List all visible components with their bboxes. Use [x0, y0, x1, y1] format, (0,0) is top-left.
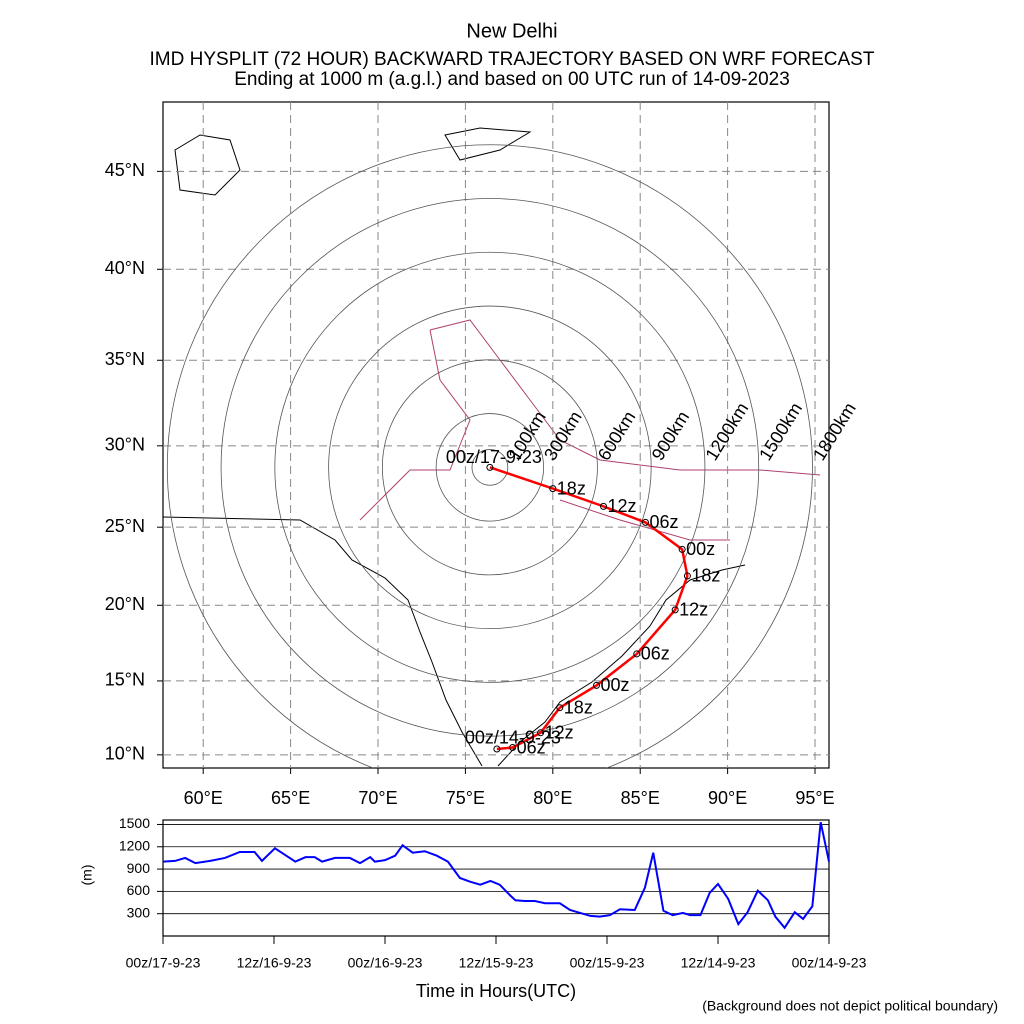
y-tick-label: 25°N	[105, 516, 145, 536]
point-label: 00z	[601, 675, 630, 695]
point-label: 00z	[686, 539, 715, 559]
point-label: 12z	[545, 723, 574, 743]
x-tick-label: 85°E	[621, 788, 660, 808]
trajectory-line	[489, 466, 689, 751]
trajectory-point	[593, 681, 601, 689]
point-label: 06z	[517, 737, 546, 757]
trajectory-point	[671, 606, 679, 614]
y-tick-label: 1500	[119, 815, 150, 831]
ring-label: 900km	[648, 408, 694, 464]
ring-label: 1500km	[755, 399, 806, 464]
range-ring	[220, 198, 760, 737]
y-tick-label: 600	[127, 882, 151, 898]
coastline	[162, 516, 746, 767]
x-tick-label: 90°E	[708, 788, 747, 808]
x-tick-label: 95°E	[795, 788, 834, 808]
trajectory-point	[633, 650, 641, 658]
trajectory-point	[549, 485, 557, 493]
point-label: 12z	[608, 496, 637, 516]
x-tick-label: 12z/16-9-23	[237, 955, 312, 971]
x-tick-label: 75°E	[446, 788, 485, 808]
y-tick-label: 40°N	[105, 258, 145, 278]
x-tick-label: 00z/17-9-23	[126, 955, 201, 971]
ring-label: 300km	[540, 408, 586, 464]
y-tick-label: 20°N	[105, 594, 145, 614]
x-tick-label: 70°E	[358, 788, 397, 808]
subtitle: Ending at 1000 m (a.g.l.) and based on 0…	[234, 69, 790, 90]
point-label: 18z	[564, 697, 593, 717]
trajectory-point	[641, 518, 649, 526]
point-label: 12z	[679, 600, 708, 620]
trajectory-point	[600, 502, 608, 510]
x-tick-label: 12z/14-9-23	[681, 955, 756, 971]
point-label: 00z/17-9-23	[446, 447, 542, 467]
ring-label: 1800km	[809, 399, 860, 464]
point-label: 06z	[641, 644, 670, 664]
ring-label: 600km	[594, 408, 640, 464]
point-label: 18z	[691, 566, 720, 586]
trajectory-point	[509, 744, 517, 752]
y-tick-label: 35°N	[105, 349, 145, 369]
trajectory-point	[537, 729, 545, 737]
height-frame	[162, 819, 830, 937]
y-tick-label: 300	[127, 904, 151, 920]
y-tick-label: 30°N	[105, 435, 145, 455]
range-ring	[381, 359, 598, 576]
footnote: (Background does not depict political bo…	[702, 998, 998, 1014]
range-ring	[435, 413, 545, 522]
range-ring	[471, 449, 509, 486]
y-tick-label: 45°N	[105, 160, 145, 180]
point-label: 06z	[649, 512, 678, 532]
ring-label: 1200km	[701, 399, 752, 464]
y-axis-label: (m)	[79, 865, 95, 886]
x-tick-label: 60°E	[184, 788, 223, 808]
x-tick-label: 65°E	[271, 788, 310, 808]
y-tick-label: 15°N	[105, 670, 145, 690]
trajectory-point	[678, 545, 686, 553]
trajectory-point	[556, 704, 564, 712]
range-ring	[328, 305, 652, 630]
trajectory-point	[683, 572, 691, 580]
title: New Delhi	[466, 20, 557, 42]
subtitle: IMD HYSPLIT (72 HOUR) BACKWARD TRAJECTOR…	[150, 49, 875, 70]
point-label: 18z	[557, 478, 586, 498]
x-tick-label: 00z/14-9-23	[792, 955, 867, 971]
height-line	[162, 822, 830, 930]
point-label: 00z/14-9-23	[465, 728, 561, 748]
trajectory-point	[486, 463, 494, 471]
range-ring	[166, 144, 813, 768]
y-tick-label: 900	[127, 860, 151, 876]
map-frame	[162, 101, 830, 769]
x-tick-label: 00z/16-9-23	[348, 955, 423, 971]
trajectory-point	[493, 745, 501, 753]
x-tick-label: 80°E	[533, 788, 572, 808]
y-tick-label: 10°N	[105, 744, 145, 764]
x-axis-label: Time in Hours(UTC)	[416, 981, 576, 1001]
x-tick-label: 00z/15-9-23	[570, 955, 645, 971]
range-ring	[274, 251, 706, 683]
y-tick-label: 1200	[119, 837, 150, 853]
coastline	[174, 127, 532, 196]
x-tick-label: 12z/15-9-23	[459, 955, 534, 971]
